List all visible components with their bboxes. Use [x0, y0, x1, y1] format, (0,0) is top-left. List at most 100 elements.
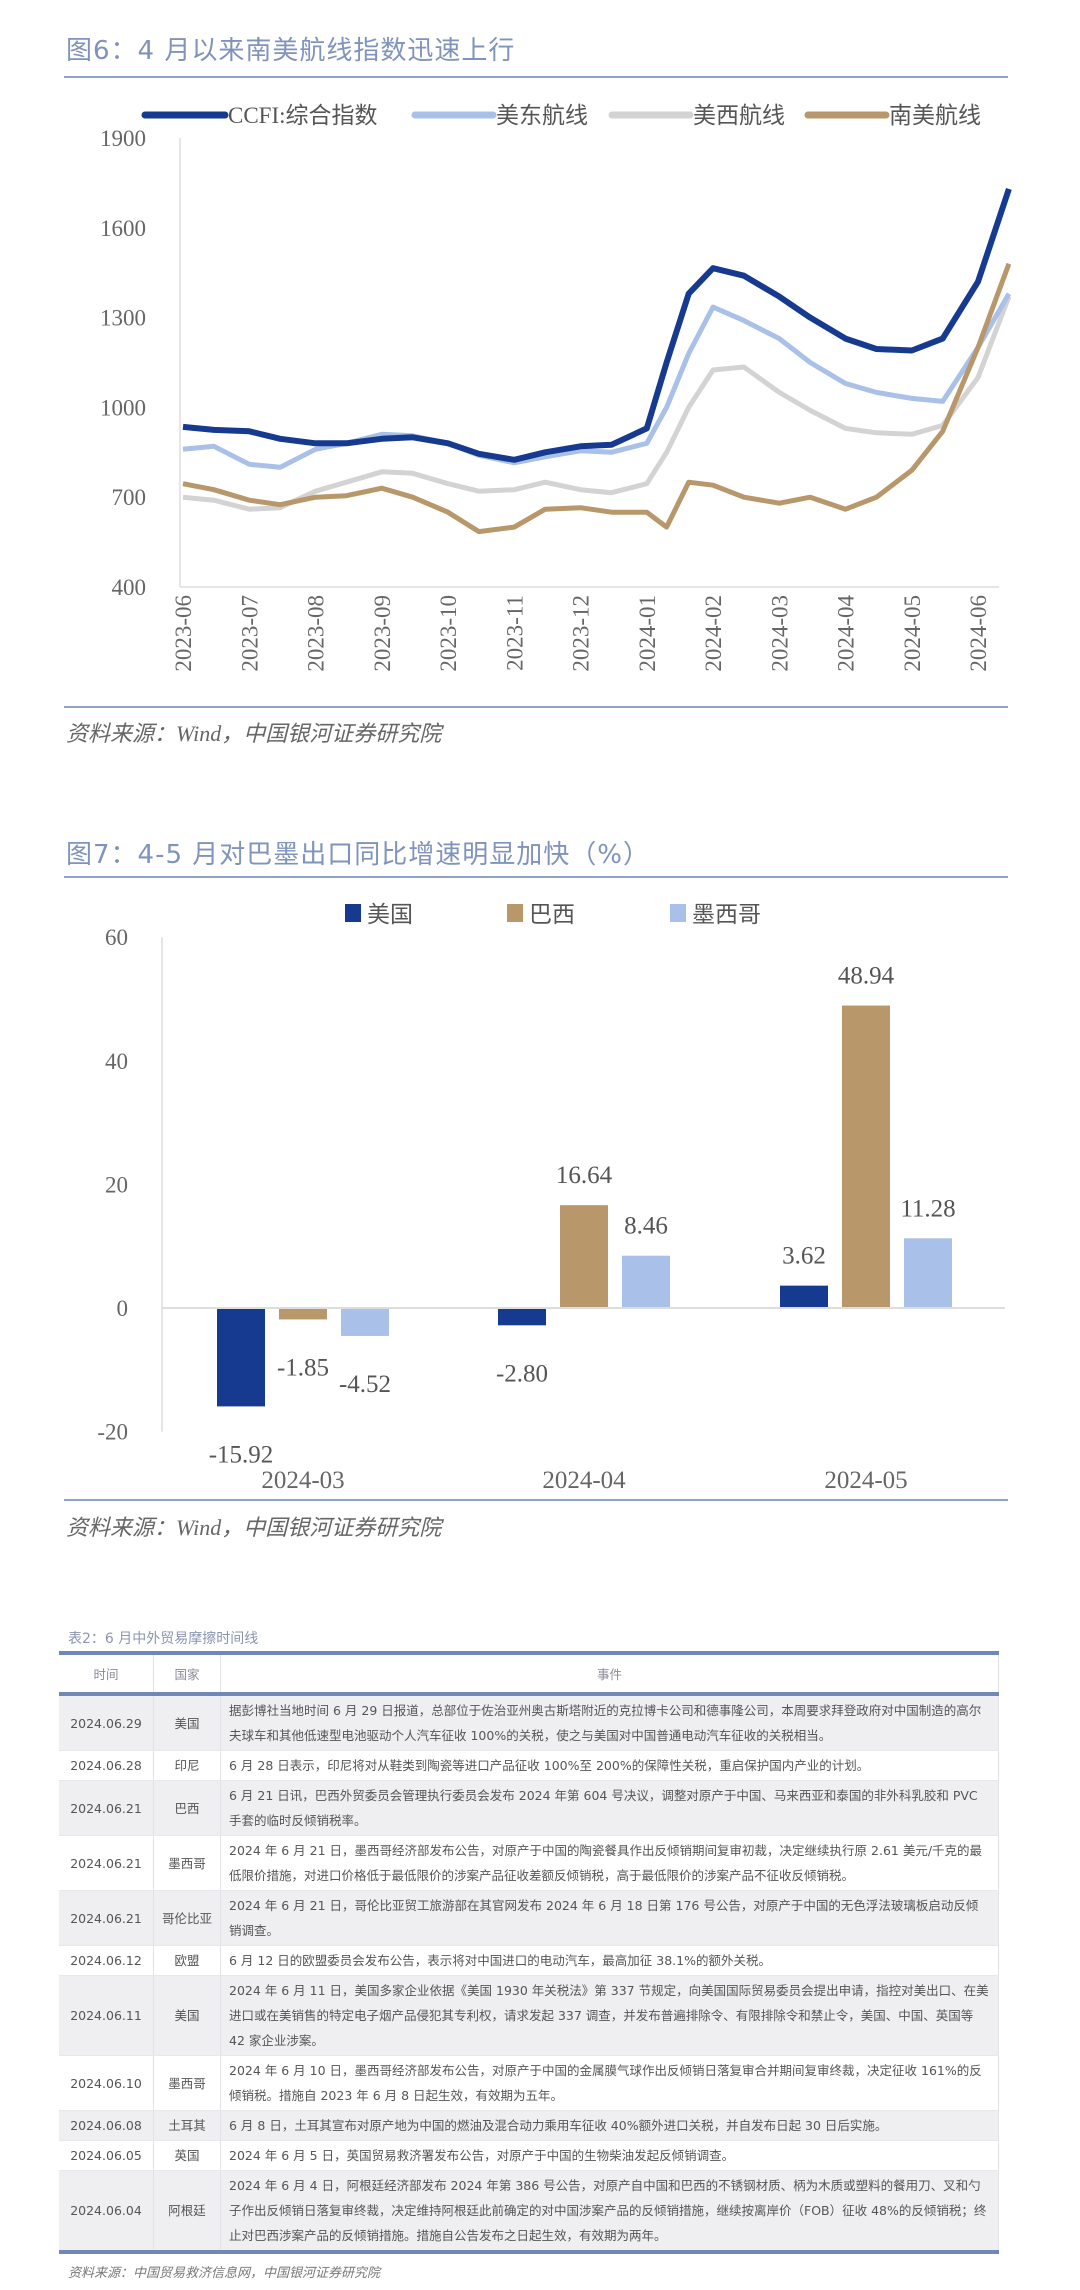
table-row: 2024.06.12 欧盟 6 月 12 日的欧盟委员会发布公告，表示将对中国进口的…	[59, 1945, 999, 1976]
legend-swatch	[507, 904, 523, 922]
x-tick-label: 2023-06	[171, 595, 196, 672]
table-row: 2024.06.10 墨西哥 2024 年 6 月 10 日，墨西哥经济部发布公告，…	[59, 2055, 999, 2111]
x-tick-label: 2024-04	[834, 595, 859, 672]
series-line-2	[182, 295, 1012, 512]
cell-country: 墨西哥	[153, 2055, 221, 2111]
x-tick-label: 2024-05	[824, 1467, 907, 1494]
bar	[341, 1308, 389, 1336]
cell-date: 2024.06.21	[59, 1890, 154, 1946]
line-chart: CCFI:综合指数 美东航线 美西航线 南美航线 1900 1600 1300 1000 700…	[100, 103, 1012, 672]
x-tick-label: 2023-07	[237, 595, 262, 672]
legend-label: 南美航线	[889, 103, 981, 128]
cell-date: 2024.06.11	[59, 1975, 154, 2056]
cell-event: 2024 年 6 月 5 日，英国贸易救济署发布公告，对原产于中国的生物柴油发起…	[220, 2140, 999, 2171]
table-row: 2024.06.21 巴西 6 月 21 日讯，巴西外贸委员会管理执行委员会发布 2…	[59, 1780, 999, 1836]
figure6-source: 资料来源：Wind，中国银河证券研究院	[66, 721, 442, 746]
data-label: 16.64	[556, 1162, 613, 1189]
bar	[780, 1285, 828, 1308]
cell-date: 2024.06.10	[59, 2055, 154, 2111]
bar-chart: 美国 巴西 墨西哥 60 40 20 0 -20 -15.92 -2.80 3.62 -1.85 16.…	[97, 902, 1005, 1494]
x-tick-label: 2024-04	[542, 1467, 626, 1494]
cell-country: 土耳其	[153, 2110, 221, 2141]
x-tick-label: 2023-08	[304, 595, 329, 672]
y-tick-label: 400	[112, 575, 147, 600]
legend-label: 美国	[367, 902, 413, 927]
cell-date: 2024.06.21	[59, 1835, 154, 1891]
y-tick-label: 60	[105, 925, 128, 950]
x-tick-label: 2023-09	[370, 595, 395, 672]
table-row: 2024.06.05 英国 2024 年 6 月 5 日，英国贸易救济署发布公告，对…	[59, 2140, 999, 2171]
cell-event: 2024 年 6 月 10 日，墨西哥经济部发布公告，对原产于中国的金属膜气球作…	[220, 2055, 999, 2111]
bar	[279, 1308, 327, 1320]
series-line-0	[182, 187, 1012, 463]
data-label: -1.85	[277, 1354, 329, 1381]
cell-event: 据彭博社当地时间 6 月 29 日报道，总部位于佐治亚州奥古斯塔附近的克拉博卡公…	[220, 1694, 999, 1751]
legend-swatch	[345, 904, 361, 922]
table-row: 2024.06.29 美国 据彭博社当地时间 6 月 29 日报道，总部位于佐治亚州…	[59, 1694, 999, 1751]
cell-country: 阿根廷	[153, 2170, 221, 2253]
x-tick-label: 2024-06	[966, 595, 991, 672]
y-tick-label: 0	[117, 1296, 129, 1321]
cell-date: 2024.06.04	[59, 2170, 154, 2253]
table-row: 2024.06.28 印尼 6 月 28 日表示，印尼将对从鞋类到陶瓷等进口产品征收…	[59, 1750, 999, 1781]
x-tick-label: 2024-03	[767, 595, 792, 672]
figure6-title-rule	[64, 76, 1008, 78]
x-tick-label: 2023-12	[569, 595, 594, 672]
table-row: 2024.06.04 阿根廷 2024 年 6 月 4 日，阿根廷经济部发布 202…	[59, 2170, 999, 2253]
table2-caption: 表2：6 月中外贸易摩擦时间线	[68, 1631, 259, 1647]
cell-date: 2024.06.29	[59, 1694, 154, 1751]
cell-country: 美国	[153, 1975, 221, 2056]
table-header-row: 时间 国家 事件	[59, 1653, 999, 1696]
figure7-bottom-rule	[64, 1499, 1008, 1501]
table-row: 2024.06.21 墨西哥 2024 年 6 月 21 日，墨西哥经济部发布公告，…	[59, 1835, 999, 1891]
bar	[904, 1238, 952, 1308]
figure7-source: 资料来源：Wind，中国银河证券研究院	[66, 1515, 442, 1540]
cell-event: 2024 年 6 月 21 日，哥伦比亚贸工旅游部在其官网发布 2024 年 6…	[220, 1890, 999, 1946]
cell-date: 2024.06.28	[59, 1750, 154, 1781]
figure6-bottom-rule	[64, 706, 1008, 708]
y-tick-label: 1000	[100, 395, 146, 420]
x-tick-label: 2024-03	[261, 1467, 344, 1494]
data-label: -2.80	[496, 1360, 548, 1387]
y-tick-label: 1900	[100, 126, 146, 151]
legend-swatch	[670, 904, 686, 922]
cell-date: 2024.06.12	[59, 1945, 154, 1976]
bar	[842, 1005, 890, 1308]
header-date: 时间	[59, 1653, 154, 1696]
series-line-3	[182, 262, 1012, 535]
cell-event: 6 月 28 日表示，印尼将对从鞋类到陶瓷等进口产品征收 100%至 200%的…	[220, 1750, 999, 1781]
y-tick-label: -20	[97, 1420, 128, 1445]
header-event: 事件	[220, 1653, 999, 1696]
cell-country: 哥伦比亚	[153, 1890, 221, 1946]
table-row: 2024.06.11 美国 2024 年 6 月 11 日，美国多家企业依据《美国 …	[59, 1975, 999, 2056]
x-tick-label: 2024-02	[701, 595, 726, 672]
cell-country: 巴西	[153, 1780, 221, 1836]
cell-date: 2024.06.21	[59, 1780, 154, 1836]
table-row: 2024.06.08 土耳其 6 月 8 日，土耳其宣布对原产地为中国的燃油及混合动…	[59, 2110, 999, 2141]
cell-event: 6 月 21 日讯，巴西外贸委员会管理执行委员会发布 2024 年第 604 号…	[220, 1780, 999, 1836]
cell-event: 2024 年 6 月 21 日，墨西哥经济部发布公告，对原产于中国的陶瓷餐具作出…	[220, 1835, 999, 1891]
x-tick-label: 2023-10	[436, 595, 461, 672]
bar	[622, 1255, 670, 1308]
data-label: 48.94	[838, 963, 895, 990]
y-tick-label: 20	[105, 1172, 128, 1197]
cell-date: 2024.06.08	[59, 2110, 154, 2141]
data-label: 8.46	[624, 1213, 668, 1240]
cell-event: 6 月 8 日，土耳其宣布对原产地为中国的燃油及混合动力乘用车征收 40%额外进…	[220, 2110, 999, 2141]
trade-friction-table: 时间 国家 事件 2024.06.29 美国 据彭博社当地时间 6 月 29 日报道…	[59, 1651, 999, 2254]
data-label: 11.28	[900, 1195, 955, 1222]
legend-label: 美东航线	[496, 103, 588, 128]
bar	[560, 1205, 608, 1308]
table-row: 2024.06.21 哥伦比亚 2024 年 6 月 21 日，哥伦比亚贸工旅游部在…	[59, 1890, 999, 1946]
bar	[498, 1308, 546, 1326]
y-tick-label: 700	[112, 485, 147, 510]
data-label: -4.52	[339, 1371, 391, 1398]
figure7-title-rule	[64, 876, 1008, 878]
figure7-title: 图7：4-5 月对巴墨出口同比增速明显加快（%）	[66, 840, 650, 870]
data-label: 3.62	[782, 1243, 826, 1270]
x-tick-label: 2024-05	[900, 595, 925, 672]
cell-country: 欧盟	[153, 1945, 221, 1976]
x-tick-label: 2024-01	[635, 595, 660, 672]
bar	[217, 1308, 265, 1407]
y-tick-label: 40	[105, 1049, 128, 1074]
